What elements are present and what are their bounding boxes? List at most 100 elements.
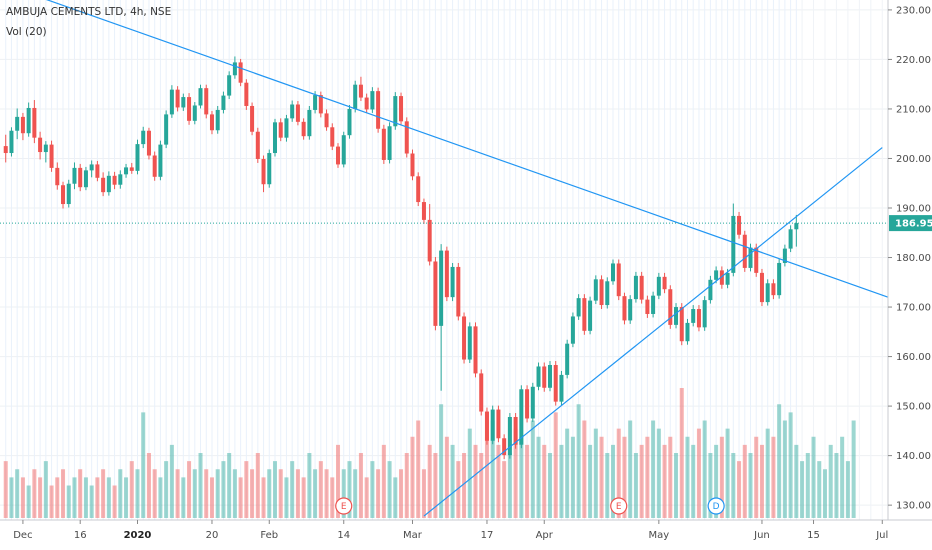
volume-bar — [576, 404, 581, 518]
volume-bar — [101, 469, 106, 518]
volume-bar — [238, 477, 243, 518]
candle-body — [250, 105, 255, 132]
candle-body — [731, 215, 736, 273]
candle-body — [714, 270, 719, 280]
candle-body — [118, 174, 123, 185]
candle-body — [272, 122, 277, 154]
candle-body — [668, 289, 673, 325]
candle-body — [66, 183, 71, 205]
volume-bar — [158, 477, 163, 518]
candle-body — [473, 326, 478, 374]
volume-bar — [15, 469, 20, 518]
volume-bar — [611, 444, 616, 518]
volume-bar — [794, 444, 799, 518]
volume-bar — [547, 453, 552, 518]
volume-bar — [135, 469, 140, 518]
volume-bar — [777, 404, 782, 518]
volume-bar — [800, 461, 805, 518]
candle-body — [55, 167, 60, 186]
dividend-marker[interactable] — [707, 497, 725, 515]
time-tick-label: 14 — [337, 530, 350, 541]
volume-bar — [782, 420, 787, 518]
candle-body — [267, 153, 272, 185]
volume-bar — [656, 428, 661, 518]
candle-body — [341, 135, 346, 165]
volume-bar — [719, 436, 724, 518]
candle-body — [794, 223, 799, 230]
candle-body — [536, 366, 541, 387]
price-axis[interactable]: 130.00 140.00 150.00 160.00 170.00 180.00 190.… — [887, 0, 932, 550]
volume-bar — [250, 469, 255, 518]
trendline — [423, 147, 883, 517]
candle-body — [708, 279, 713, 301]
candle-body — [605, 281, 610, 306]
volume-bar — [427, 444, 432, 518]
candle-body — [559, 374, 564, 402]
candle-body — [135, 144, 140, 171]
candle-body — [187, 97, 192, 121]
volume-bar — [708, 453, 713, 518]
volume-bar — [295, 469, 300, 518]
candle-body — [358, 84, 363, 98]
candle-body — [456, 266, 461, 317]
volume-bar — [124, 477, 129, 518]
volume-bar — [232, 469, 237, 518]
volume-bar — [840, 436, 845, 518]
volume-bar — [811, 436, 816, 518]
candle-body — [656, 276, 661, 296]
volume-bar — [490, 420, 495, 518]
candle-body — [295, 104, 300, 122]
event-marker-label: D — [713, 502, 720, 512]
volume-bar — [519, 436, 524, 518]
candle-body — [771, 283, 776, 296]
volume-bar — [399, 469, 404, 518]
candle-body — [284, 118, 289, 138]
candle-body — [628, 299, 633, 321]
candle-body — [645, 299, 650, 314]
time-axis[interactable]: Dec 16 2020 20 Feb 14 Mar 17 Apr May Jun 15 Jul — [0, 519, 932, 550]
candle-body — [124, 167, 129, 175]
time-tick-label: Jul — [875, 530, 888, 541]
candle-body — [444, 250, 449, 298]
candle-body — [696, 309, 701, 328]
earnings-marker[interactable] — [335, 497, 353, 515]
volume-bar — [702, 420, 707, 518]
price-tick-label: 210.00 — [896, 104, 931, 115]
volume-bar — [484, 436, 489, 518]
candle-body — [502, 438, 507, 456]
earnings-marker[interactable] — [610, 497, 628, 515]
candle-body — [307, 109, 312, 137]
volume-bar — [393, 477, 398, 518]
volume-bar — [502, 461, 507, 518]
time-tick-label: 2020 — [124, 530, 152, 541]
candle-body — [599, 279, 604, 306]
volume-bar — [754, 436, 759, 518]
candle-body — [404, 121, 409, 154]
volume-bar — [404, 453, 409, 518]
volume-bar — [450, 444, 455, 518]
volume-bar — [55, 477, 60, 518]
volume-bar — [66, 485, 71, 518]
volume-bar — [444, 436, 449, 518]
candle-body — [570, 316, 575, 344]
volume-bar — [106, 477, 111, 518]
candle-body — [450, 266, 455, 298]
volume-bar — [146, 453, 151, 518]
price-axis-background — [888, 0, 932, 550]
volume-bar — [49, 485, 54, 518]
candle-body — [141, 130, 146, 145]
volume-bar — [164, 461, 169, 518]
volume-bar — [765, 428, 770, 518]
volume-bar — [473, 444, 478, 518]
time-tick-label: 17 — [481, 530, 494, 541]
trendlines[interactable] — [6, 0, 889, 517]
volume-bar — [95, 477, 100, 518]
volume-bar — [588, 444, 593, 518]
candle-body — [433, 261, 438, 326]
volume-bar — [433, 453, 438, 518]
time-tick-label: Mar — [403, 530, 423, 541]
time-tick-label: Jun — [753, 530, 770, 541]
price-tick-label: 140.00 — [896, 451, 931, 462]
